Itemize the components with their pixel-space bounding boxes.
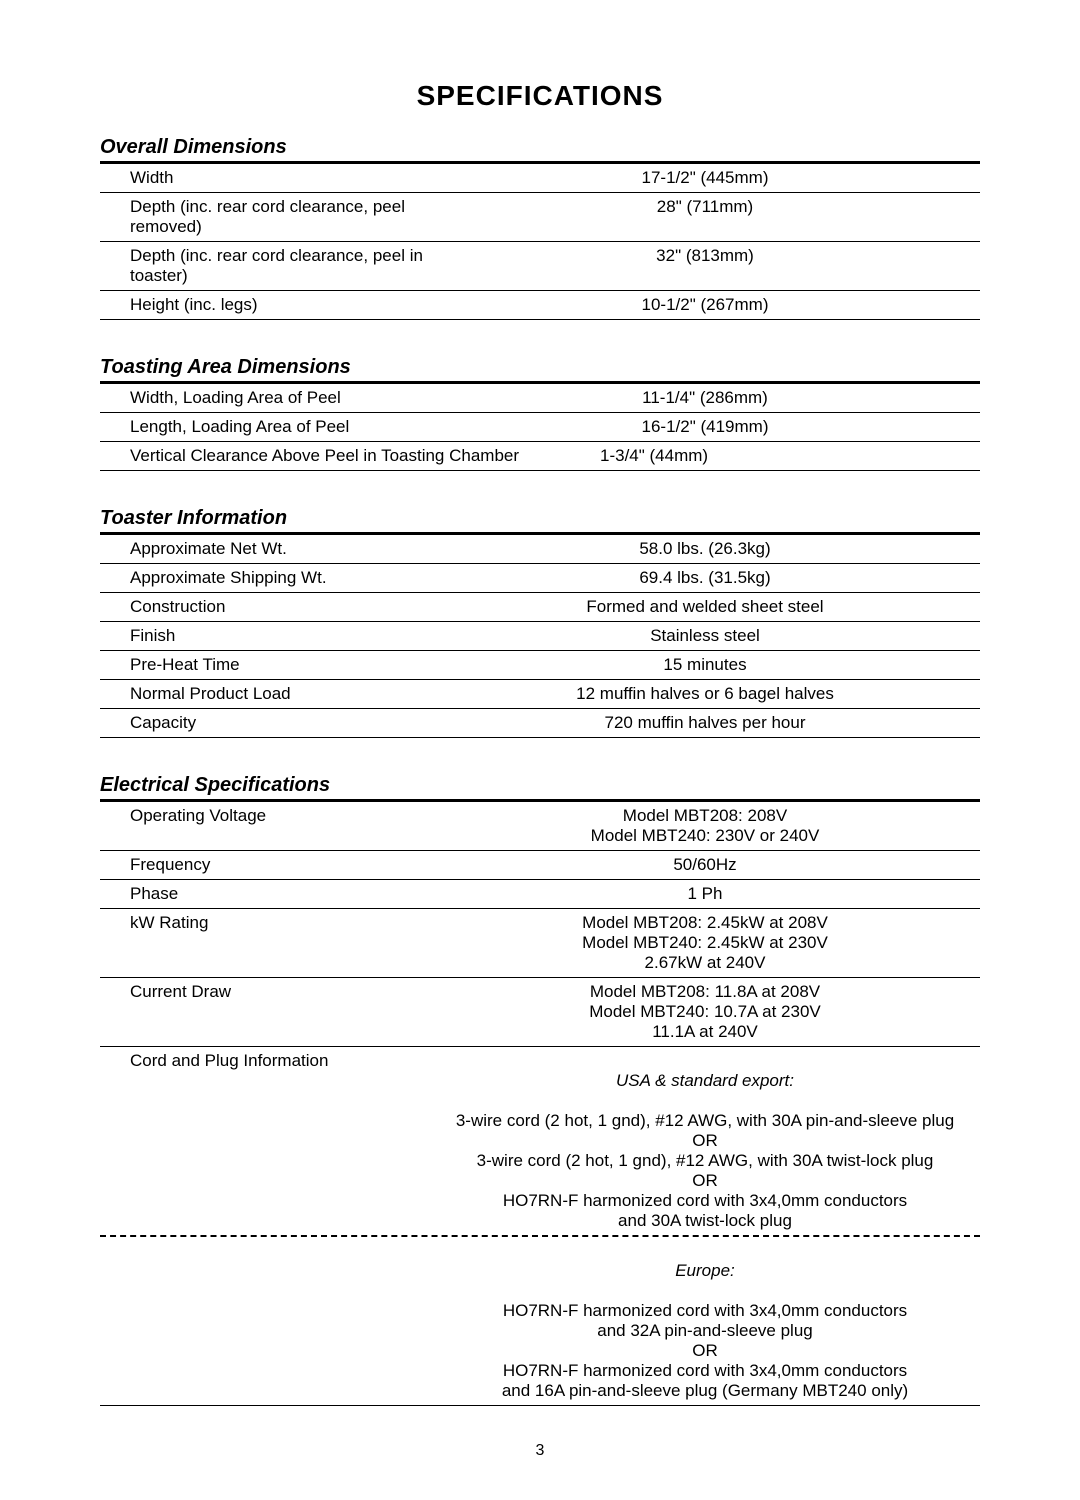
spec-label: Approximate Net Wt. [130, 539, 430, 559]
section-electrical-specs: Electrical Specifications Operating Volt… [100, 774, 980, 1406]
spec-value: 28" (711mm) [430, 197, 980, 217]
spec-value: 32" (813mm) [430, 246, 980, 266]
table-row: Depth (inc. rear cord clearance, peel re… [100, 193, 980, 242]
spec-value: 58.0 lbs. (26.3kg) [430, 539, 980, 559]
spec-label: Depth (inc. rear cord clearance, peel re… [130, 197, 430, 237]
spec-value: Model MBT208: 2.45kW at 208V Model MBT24… [430, 913, 980, 973]
page-title: SPECIFICATIONS [100, 80, 980, 112]
table-row: kW Rating Model MBT208: 2.45kW at 208V M… [100, 909, 980, 978]
spec-label: Width [130, 168, 430, 188]
spec-label: Current Draw [130, 982, 430, 1002]
spec-value: Formed and welded sheet steel [430, 597, 980, 617]
section-header: Toasting Area Dimensions [100, 356, 980, 384]
spec-label: Finish [130, 626, 430, 646]
section-header: Electrical Specifications [100, 774, 980, 802]
table-row: Capacity 720 muffin halves per hour [100, 709, 980, 738]
table-row: Finish Stainless steel [100, 622, 980, 651]
table-row: Vertical Clearance Above Peel in Toastin… [100, 442, 980, 471]
spec-value: 1 Ph [430, 884, 980, 904]
spec-value: USA & standard export: 3-wire cord (2 ho… [430, 1051, 980, 1231]
table-row: Width, Loading Area of Peel 11-1/4" (286… [100, 384, 980, 413]
spec-value: 69.4 lbs. (31.5kg) [430, 568, 980, 588]
table-row: Frequency 50/60Hz [100, 851, 980, 880]
table-row: Europe: HO7RN-F harmonized cord with 3x4… [100, 1237, 980, 1406]
spec-value: Stainless steel [430, 626, 980, 646]
spec-label: Construction [130, 597, 430, 617]
spec-value: 16-1/2" (419mm) [430, 417, 980, 437]
cord-region-header: USA & standard export: [616, 1071, 794, 1090]
spec-value: 10-1/2" (267mm) [430, 295, 980, 315]
spec-value: 15 minutes [430, 655, 980, 675]
spec-label: Length, Loading Area of Peel [130, 417, 430, 437]
table-row: Phase 1 Ph [100, 880, 980, 909]
spec-label: Width, Loading Area of Peel [130, 388, 430, 408]
page-number: 3 [100, 1442, 980, 1460]
section-header: Overall Dimensions [100, 136, 980, 164]
spec-label: Pre-Heat Time [130, 655, 430, 675]
section-overall-dimensions: Overall Dimensions Width 17-1/2" (445mm)… [100, 136, 980, 320]
table-row: Width 17-1/2" (445mm) [100, 164, 980, 193]
spec-label: Normal Product Load [130, 684, 430, 704]
section-header: Toaster Information [100, 507, 980, 535]
section-toaster-info: Toaster Information Approximate Net Wt. … [100, 507, 980, 738]
spec-label: kW Rating [130, 913, 430, 933]
spec-label: Capacity [130, 713, 430, 733]
spec-label: Depth (inc. rear cord clearance, peel in… [130, 246, 430, 286]
spec-label: Cord and Plug Information [130, 1051, 430, 1071]
cord-region-header: Europe: [675, 1261, 735, 1280]
cord-usa-body: 3-wire cord (2 hot, 1 gnd), #12 AWG, wit… [456, 1111, 954, 1230]
spec-value: 50/60Hz [430, 855, 980, 875]
spec-value: Model MBT208: 208V Model MBT240: 230V or… [430, 806, 980, 846]
table-row: Normal Product Load 12 muffin halves or … [100, 680, 980, 709]
table-row: Operating Voltage Model MBT208: 208V Mod… [100, 802, 980, 851]
spec-value: 11-1/4" (286mm) [430, 388, 980, 408]
spec-label: Approximate Shipping Wt. [130, 568, 430, 588]
spec-value: 12 muffin halves or 6 bagel halves [430, 684, 980, 704]
table-row: Current Draw Model MBT208: 11.8A at 208V… [100, 978, 980, 1047]
table-row: Height (inc. legs) 10-1/2" (267mm) [100, 291, 980, 320]
spec-label: Vertical Clearance Above Peel in Toastin… [130, 446, 560, 466]
table-row: Construction Formed and welded sheet ste… [100, 593, 980, 622]
table-row: Pre-Heat Time 15 minutes [100, 651, 980, 680]
spec-label: Height (inc. legs) [130, 295, 430, 315]
spec-value: Europe: HO7RN-F harmonized cord with 3x4… [430, 1241, 980, 1401]
table-row: Length, Loading Area of Peel 16-1/2" (41… [100, 413, 980, 442]
spec-value: 720 muffin halves per hour [430, 713, 980, 733]
table-row: Depth (inc. rear cord clearance, peel in… [100, 242, 980, 291]
table-row: Approximate Shipping Wt. 69.4 lbs. (31.5… [100, 564, 980, 593]
spec-label: Frequency [130, 855, 430, 875]
spec-value: 17-1/2" (445mm) [430, 168, 980, 188]
spec-value: 1-3/4" (44mm) [560, 446, 980, 466]
section-toasting-dimensions: Toasting Area Dimensions Width, Loading … [100, 356, 980, 471]
table-row: Approximate Net Wt. 58.0 lbs. (26.3kg) [100, 535, 980, 564]
cord-eu-body: HO7RN-F harmonized cord with 3x4,0mm con… [502, 1301, 908, 1400]
spec-label: Operating Voltage [130, 806, 430, 826]
spec-value: Model MBT208: 11.8A at 208V Model MBT240… [430, 982, 980, 1042]
spec-label: Phase [130, 884, 430, 904]
table-row: Cord and Plug Information USA & standard… [100, 1047, 980, 1237]
